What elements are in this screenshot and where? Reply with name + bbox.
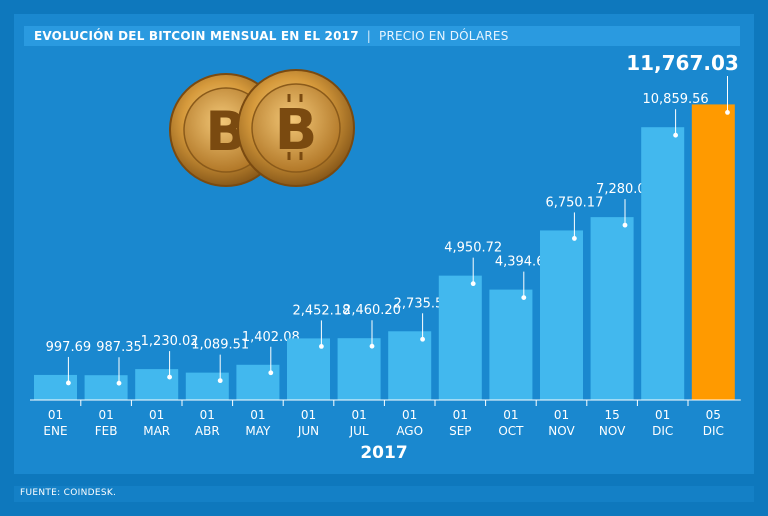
- data-label: 1,089.51: [191, 338, 249, 353]
- bar-01-ago: [388, 331, 432, 400]
- bar-05-dic: [691, 104, 735, 401]
- x-tick-label-day: 01: [48, 408, 63, 422]
- value-marker-dot: [268, 370, 274, 376]
- x-tick-label-month: MAR: [143, 424, 170, 438]
- bar-01-jul: [337, 338, 381, 400]
- x-tick-label-day: 05: [706, 408, 721, 422]
- x-tick-label-month: ENE: [43, 424, 67, 438]
- x-tick-label-month: DIC: [703, 424, 724, 438]
- footer-bar: [14, 486, 754, 502]
- value-marker-dot: [470, 281, 476, 287]
- x-tick-label-day: 01: [554, 408, 569, 422]
- x-tick-label-day: 01: [655, 408, 670, 422]
- value-marker-dot: [725, 110, 730, 115]
- data-label: 4,950.72: [444, 241, 502, 256]
- bar-01-sep: [438, 275, 482, 400]
- data-label: 2,735.59: [394, 296, 452, 311]
- value-marker-dot: [572, 236, 577, 241]
- x-tick-label-month: OCT: [498, 424, 524, 438]
- bar-01-mar: [135, 369, 179, 400]
- svg-text:B: B: [275, 98, 318, 163]
- data-label: 1,230.02: [141, 334, 199, 349]
- value-marker-dot: [521, 295, 527, 301]
- value-marker-dot: [622, 222, 628, 228]
- data-label: 1,402.08: [242, 330, 300, 345]
- bar-01-oct: [489, 289, 533, 400]
- value-marker-dot: [673, 132, 678, 138]
- source-note: FUENTE: COINDESK.: [20, 488, 117, 498]
- bar-01-may: [236, 364, 280, 400]
- x-tick-label-month: JUL: [349, 424, 369, 438]
- data-label: 11,767.03: [626, 51, 739, 75]
- x-tick-label-month: MAY: [245, 424, 271, 438]
- data-label: 4,394.64: [495, 255, 553, 270]
- value-marker-dot: [167, 374, 173, 380]
- x-tick-label-day: 01: [149, 408, 164, 422]
- bitcoin-coin-front-icon: B: [237, 69, 355, 187]
- value-marker-dot: [420, 336, 425, 342]
- x-tick-label-month: SEP: [449, 424, 471, 438]
- x-tick-label-month: AGO: [396, 424, 423, 438]
- data-label: 997.69: [46, 340, 92, 355]
- data-label: 2,460.20: [343, 303, 401, 318]
- bar-01-ene: [34, 374, 77, 400]
- x-tick-label-month: FEB: [95, 424, 118, 438]
- data-label: 2,452.18: [292, 303, 350, 318]
- x-tick-label-month: NOV: [548, 424, 575, 438]
- data-label: 987.35: [96, 340, 142, 355]
- value-marker-dot: [217, 378, 223, 384]
- x-tick-label-day: 01: [402, 408, 417, 422]
- data-label: 10,859.56: [643, 92, 709, 107]
- x-tick-label-day: 01: [301, 408, 316, 422]
- bitcoin-coins-icon: B B: [169, 69, 355, 187]
- x-tick-label-day: 15: [604, 408, 619, 422]
- bar-15-nov: [590, 217, 634, 400]
- x-tick-label-month: JUN: [297, 424, 319, 438]
- title-separator: |: [366, 29, 372, 43]
- x-tick-label-month: DIC: [652, 424, 673, 438]
- chart-subtitle: PRECIO EN DÓLARES: [379, 29, 509, 43]
- value-marker-dot: [319, 344, 324, 349]
- x-tick-label-day: 01: [200, 408, 215, 422]
- x-tick-label-day: 01: [98, 408, 113, 422]
- x-tick-label-day: 01: [351, 408, 366, 422]
- data-label: 7,280.00: [596, 182, 654, 197]
- x-tick-label-month: NOV: [599, 424, 626, 438]
- value-marker-dot: [66, 380, 71, 386]
- bar-01-dic: [641, 127, 685, 400]
- x-tick-label-day: 01: [503, 408, 518, 422]
- chart-title-bar: EVOLUCIÓN DEL BITCOIN MENSUAL EN EL 2017…: [24, 26, 740, 46]
- bar-01-jun: [287, 338, 330, 400]
- chart-title: EVOLUCIÓN DEL BITCOIN MENSUAL EN EL 2017: [34, 29, 359, 43]
- bar-01-abr: [185, 372, 229, 400]
- value-marker-dot: [369, 343, 375, 349]
- x-tick-label-day: 01: [453, 408, 468, 422]
- bar-01-feb: [84, 375, 128, 400]
- x-tick-label-month: ABR: [195, 424, 220, 438]
- x-axis-title: 2017: [360, 443, 407, 463]
- data-label: 6,750.17: [545, 195, 603, 210]
- bar-01-nov: [540, 230, 583, 400]
- value-marker-dot: [116, 380, 122, 386]
- x-tick-label-day: 01: [250, 408, 265, 422]
